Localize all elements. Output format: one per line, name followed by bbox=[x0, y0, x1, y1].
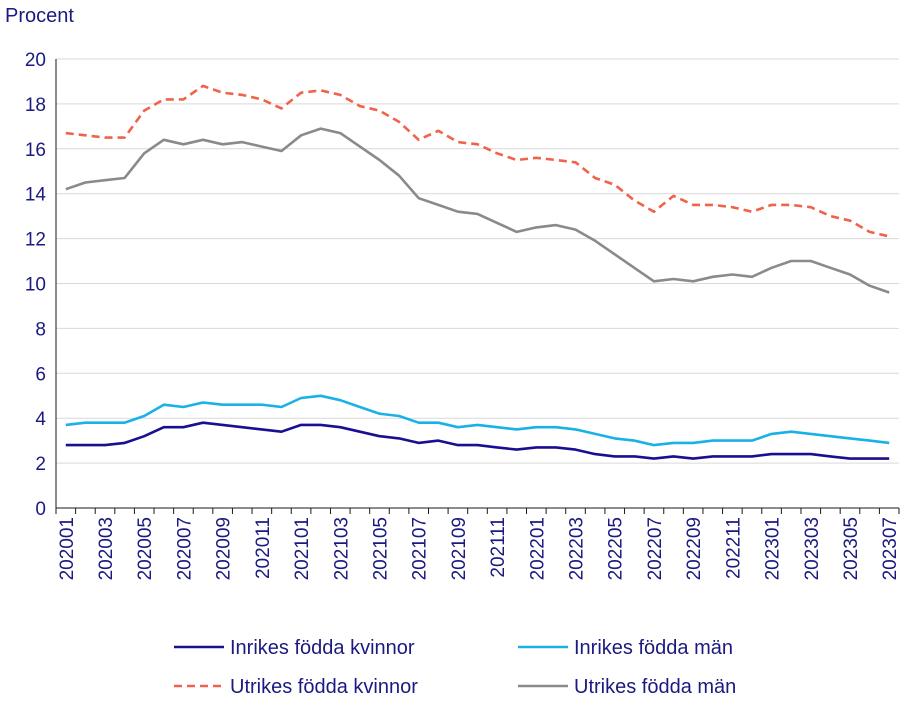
y-tick-label: 16 bbox=[25, 140, 46, 161]
x-tick-label: 202107 bbox=[410, 517, 431, 580]
series-line-3 bbox=[65, 84, 890, 238]
legend-label: Utrikes födda män bbox=[574, 676, 736, 698]
x-tick-label: 202101 bbox=[292, 517, 313, 580]
y-axis-label: Procent bbox=[5, 5, 74, 27]
legend-label: Inrikes födda män bbox=[574, 637, 733, 659]
y-tick-label: 18 bbox=[25, 95, 46, 116]
series-line-2 bbox=[65, 394, 890, 447]
x-tick-label: 202305 bbox=[841, 517, 862, 580]
y-tick-label: 14 bbox=[25, 185, 47, 206]
axes bbox=[55, 59, 900, 514]
x-tick-label: 202103 bbox=[331, 517, 352, 580]
x-tick-label: 202307 bbox=[880, 517, 901, 580]
x-tick-label: 202005 bbox=[135, 517, 156, 580]
x-tick-label: 202011 bbox=[253, 517, 274, 579]
x-tick-label: 202205 bbox=[606, 517, 627, 580]
y-tick-label: 6 bbox=[35, 364, 46, 385]
x-tick-label: 202211 bbox=[723, 517, 744, 579]
gridlines bbox=[56, 58, 899, 464]
y-tick-label: 12 bbox=[25, 230, 46, 251]
legend-label: Utrikes födda kvinnor bbox=[230, 676, 418, 698]
x-tick-label: 202209 bbox=[684, 517, 705, 580]
x-tick-label: 202303 bbox=[802, 517, 823, 580]
x-tick-label: 202001 bbox=[57, 517, 78, 580]
x-tick-label: 202201 bbox=[527, 517, 548, 580]
x-tick-labels: 202001 202003 202005 202007 202009 202011 2021… bbox=[57, 517, 901, 580]
legend-label: Inrikes födda kvinnor bbox=[230, 637, 415, 659]
x-tick-label: 202111 bbox=[488, 517, 509, 578]
y-tick-label: 10 bbox=[25, 275, 46, 296]
x-tick-label: 202203 bbox=[567, 517, 588, 580]
legend: Inrikes födda kvinnor Inrikes födda män Ut… bbox=[174, 637, 736, 698]
y-tick-label: 4 bbox=[35, 409, 46, 430]
y-tick-label: 2 bbox=[35, 454, 46, 475]
series-line-1 bbox=[65, 421, 890, 460]
x-tick-label: 202009 bbox=[214, 517, 235, 580]
y-tick-label: 0 bbox=[35, 499, 46, 520]
x-tick-label: 202207 bbox=[645, 517, 666, 580]
x-tick-label: 202109 bbox=[449, 517, 470, 580]
series-lines bbox=[65, 84, 890, 460]
series-line-4 bbox=[65, 127, 890, 294]
x-tick-label: 202105 bbox=[370, 517, 391, 580]
x-tick-label: 202007 bbox=[174, 517, 195, 580]
x-tick-label: 202003 bbox=[96, 517, 117, 580]
x-tick-label: 202301 bbox=[763, 517, 784, 580]
y-tick-label: 20 bbox=[25, 50, 46, 71]
y-tick-label: 8 bbox=[35, 319, 46, 340]
y-tick-labels: 0 2 4 6 8 10 12 14 16 18 20 bbox=[25, 50, 47, 520]
